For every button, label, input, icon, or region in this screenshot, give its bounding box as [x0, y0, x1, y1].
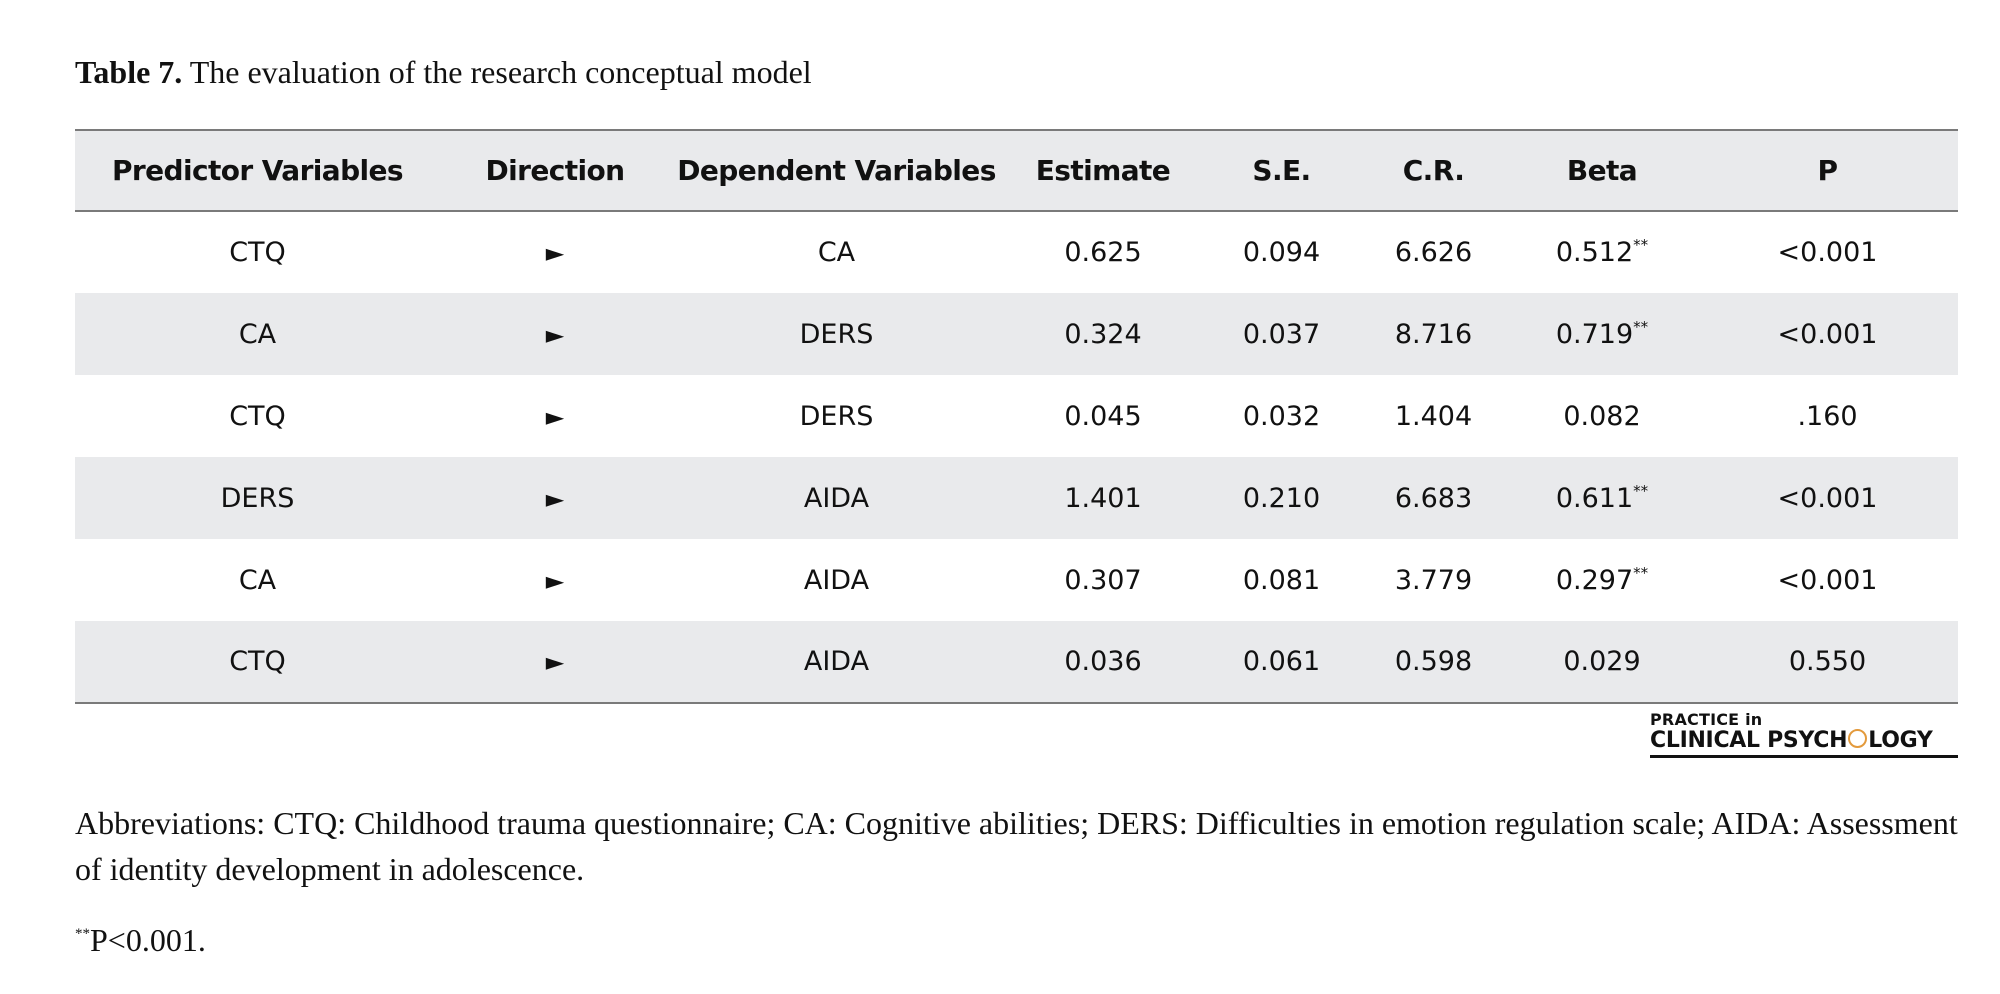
cell-p: 0.550	[1697, 621, 1958, 704]
cell-direction: ►	[440, 621, 670, 704]
table-caption-label: Table 7.	[75, 54, 183, 90]
journal-logo-line2: CLINICAL PSYCH LOGY	[1650, 728, 1958, 758]
cell-dependent: AIDA	[803, 564, 870, 596]
header-beta: Beta	[1507, 129, 1697, 212]
cell-dependent: DERS	[799, 318, 874, 350]
cell-dependent: AIDA	[670, 621, 1003, 704]
significance-marker: **	[1633, 236, 1649, 254]
cell-beta: 0.082	[1507, 375, 1697, 457]
cell-cr: 0.598	[1360, 621, 1507, 704]
table-row: DERS ► AIDA 1.401 0.210 6.683 0.611** <0…	[75, 457, 1958, 539]
cell-predictor: CA	[238, 564, 277, 596]
right-triangle-arrow-icon: ►	[545, 648, 565, 676]
beta-value: 0.029	[1563, 646, 1641, 677]
cell-estimate: 0.625	[1064, 237, 1142, 268]
cell-cr: 6.626	[1394, 237, 1473, 268]
table-row: CTQ ► AIDA 0.036 0.061 0.598 0.029 0.550	[75, 621, 1958, 704]
cell-predictor: CTQ	[229, 237, 286, 268]
cell-p: <0.001	[1777, 237, 1878, 268]
table-row: CA ► AIDA 0.307 0.081 3.779 0.297** <0.0…	[75, 539, 1958, 621]
cell-se: 0.037	[1242, 318, 1321, 350]
cell-dependent: AIDA	[803, 482, 870, 514]
header-p: P	[1697, 129, 1958, 212]
beta-value: 0.297	[1555, 564, 1634, 596]
significance-marker: **	[1633, 563, 1649, 582]
psi-circle-icon	[1848, 729, 1868, 748]
header-direction: Direction	[440, 129, 670, 212]
cell-p: .160	[1797, 400, 1858, 432]
cell-cr: 3.779	[1394, 564, 1473, 596]
header-cr: C.R.	[1360, 129, 1507, 212]
table-caption: Table 7. The evaluation of the research …	[75, 52, 812, 92]
right-triangle-arrow-icon: ►	[545, 566, 565, 595]
cell-se: 0.094	[1242, 237, 1321, 268]
header-estimate: Estimate	[1003, 129, 1203, 212]
cell-estimate: 0.307	[1064, 564, 1142, 596]
cell-se: 0.061	[1203, 621, 1360, 704]
significance-marker: **	[1633, 317, 1649, 336]
cell-beta: 0.297**	[1507, 539, 1697, 621]
cell-se: 0.210	[1242, 482, 1321, 514]
abbreviations-note: Abbreviations: CTQ: Childhood trauma que…	[75, 805, 1958, 887]
cell-beta: 0.029	[1507, 621, 1697, 704]
cell-se: 0.081	[1242, 564, 1321, 596]
beta-value: 0.082	[1563, 400, 1641, 432]
journal-logo-text-start: CLINICAL PSYCH	[1650, 728, 1848, 753]
right-triangle-arrow-icon: ►	[545, 402, 565, 431]
cell-beta: 0.719**	[1507, 293, 1697, 375]
cell-cr: 6.683	[1394, 482, 1473, 514]
cell-beta: 0.512**	[1507, 211, 1697, 293]
cell-estimate: 0.324	[1064, 318, 1142, 350]
cell-beta: 0.611**	[1507, 457, 1697, 539]
table-header-row: Predictor Variables Direction Dependent …	[75, 129, 1958, 212]
cell-direction: ►	[440, 293, 670, 375]
cell-p: <0.001	[1777, 482, 1878, 514]
cell-estimate: 0.036	[1003, 621, 1203, 704]
header-se: S.E.	[1203, 129, 1360, 212]
beta-value: 0.611	[1555, 482, 1634, 514]
cell-dependent: CA	[817, 237, 856, 268]
journal-logo-line1: PRACTICE in	[1650, 710, 1763, 729]
footnote-text: P<0.001.	[90, 922, 206, 958]
journal-logo: PRACTICE in CLINICAL PSYCH LOGY	[1650, 711, 1958, 758]
cell-dependent: DERS	[799, 400, 874, 432]
right-triangle-arrow-icon: ►	[545, 320, 565, 349]
beta-value: 0.719	[1555, 318, 1634, 350]
beta-value: 0.512	[1555, 237, 1634, 268]
cell-estimate: 1.401	[1064, 482, 1142, 514]
cell-predictor: DERS	[220, 482, 295, 514]
significance-footnote: **P<0.001.	[75, 920, 206, 960]
journal-logo-text-end: LOGY	[1868, 728, 1933, 753]
cell-predictor: CTQ	[75, 621, 440, 704]
cell-predictor: CA	[238, 318, 277, 350]
cell-direction: ►	[440, 539, 670, 621]
significance-marker: **	[1633, 481, 1649, 500]
footnote-marker: **	[75, 926, 90, 942]
cell-direction: ►	[440, 211, 670, 293]
cell-p: <0.001	[1777, 318, 1878, 350]
table-caption-text: The evaluation of the research conceptua…	[189, 54, 812, 90]
cell-cr: 1.404	[1394, 400, 1473, 432]
cell-estimate: 0.045	[1064, 400, 1142, 432]
right-triangle-arrow-icon: ►	[545, 239, 565, 267]
right-triangle-arrow-icon: ►	[545, 484, 565, 513]
table-row: CTQ ► DERS 0.045 0.032 1.404 0.082 .160	[75, 375, 1958, 457]
cell-cr: 8.716	[1394, 318, 1473, 350]
cell-predictor: CTQ	[229, 400, 286, 432]
table-row: CA ► DERS 0.324 0.037 8.716 0.719** <0.0…	[75, 293, 1958, 375]
header-predictor: Predictor Variables	[75, 129, 440, 212]
cell-direction: ►	[440, 375, 670, 457]
header-dependent: Dependent Variables	[670, 129, 1003, 212]
table-row: CTQ ► CA 0.625 0.094 6.626 0.512** <0.00…	[75, 211, 1958, 293]
cell-p: <0.001	[1777, 564, 1878, 596]
cell-direction: ►	[440, 457, 670, 539]
cell-se: 0.032	[1242, 400, 1321, 432]
results-table: Predictor Variables Direction Dependent …	[75, 129, 1958, 704]
